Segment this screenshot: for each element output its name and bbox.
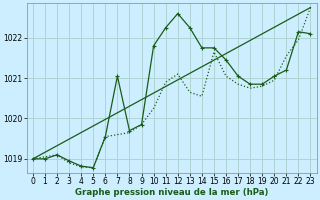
X-axis label: Graphe pression niveau de la mer (hPa): Graphe pression niveau de la mer (hPa)	[75, 188, 268, 197]
